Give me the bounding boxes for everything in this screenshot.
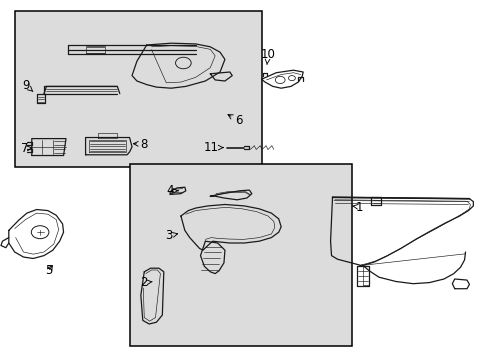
Text: 11: 11 [203,141,223,154]
Text: 6: 6 [227,114,242,127]
Text: 3: 3 [164,229,177,242]
Bar [129,164,351,346]
Text: 10: 10 [260,48,275,65]
Bar [15,11,261,167]
Text: 7: 7 [20,142,32,155]
Text: 8: 8 [133,138,148,150]
Text: 5: 5 [45,264,53,277]
Text: 2: 2 [140,276,152,289]
Text: 1: 1 [352,201,363,213]
Text: 4: 4 [166,184,178,197]
Text: 9: 9 [22,79,33,92]
